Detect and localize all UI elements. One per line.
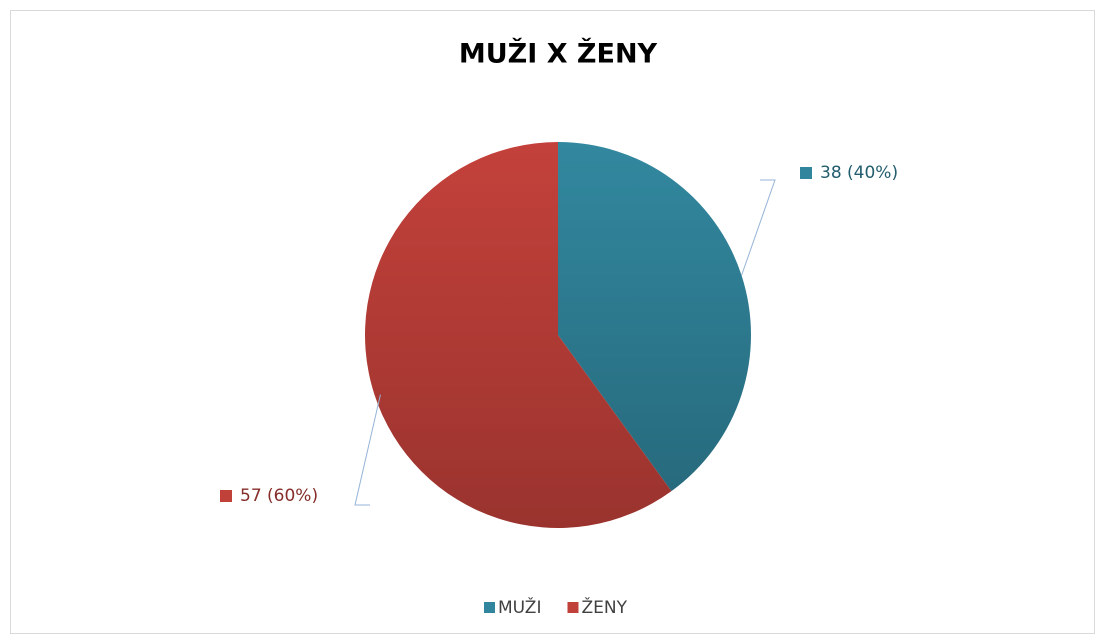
legend-swatch [484, 602, 495, 613]
label-key [800, 167, 812, 179]
chart-title: MUŽI X ŽENY [459, 38, 658, 70]
legend-swatch [567, 602, 579, 613]
leader-line [741, 179, 776, 276]
label-key [220, 490, 232, 502]
leader-line [354, 394, 381, 506]
legend-label: ŽENY [581, 596, 627, 618]
pie-slice [558, 142, 751, 492]
legend-label: MUŽI [498, 596, 541, 618]
data-label: 57 (60%) [240, 486, 318, 506]
data-label: 38 (40%) [820, 163, 898, 183]
pie-slice [365, 142, 672, 528]
